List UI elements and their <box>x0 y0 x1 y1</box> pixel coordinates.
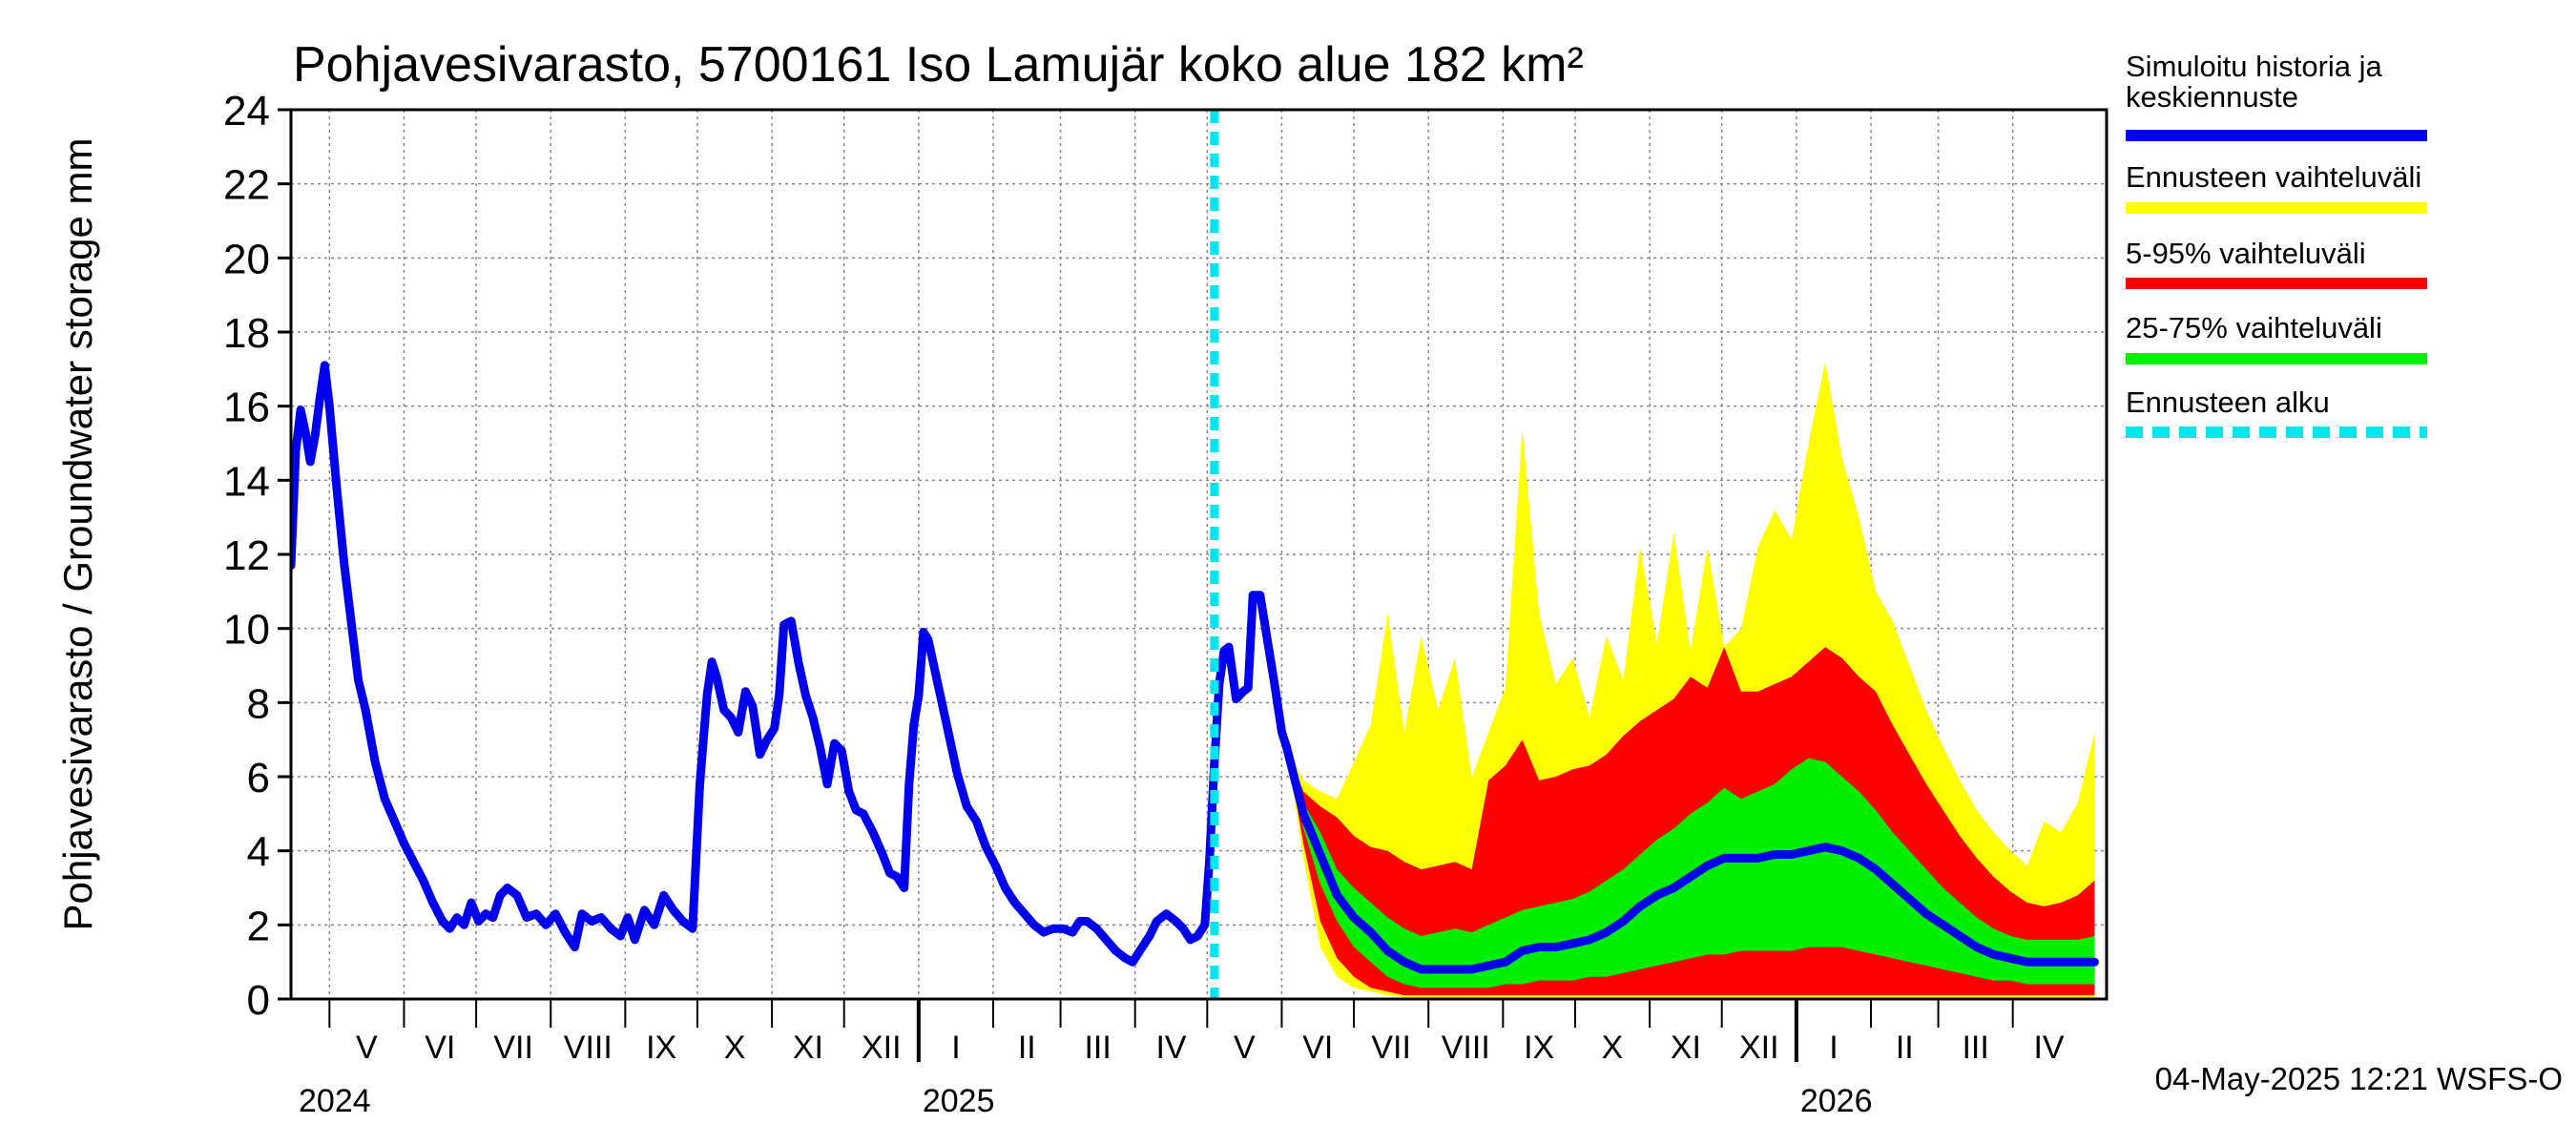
month-label-19: XII <box>1739 1030 1779 1066</box>
chart-title: Pohjavesivarasto, 5700161 Iso Lamujär ko… <box>293 37 1584 93</box>
legend-label-0-0: Simuloitu historia ja <box>2126 50 2383 83</box>
y-axis-label: Pohjavesivarasto / Groundwater storage m… <box>55 137 100 930</box>
month-label-4: IX <box>646 1030 676 1066</box>
legend-label-4: Ennusteen alku <box>2126 385 2330 419</box>
forecast-p25-p75-area <box>1286 746 2095 989</box>
month-label-7: XII <box>862 1030 902 1066</box>
month-label-5: X <box>724 1030 746 1066</box>
y-tick-label-12: 24 <box>223 88 270 135</box>
month-label-14: VII <box>1371 1030 1411 1066</box>
month-label-2: VII <box>493 1030 533 1066</box>
y-tick-label-6: 12 <box>223 532 270 579</box>
history-line <box>291 361 1291 967</box>
month-label-11: IV <box>1155 1030 1186 1066</box>
y-tick-label-7: 14 <box>223 458 270 505</box>
y-tick-label-0: 0 <box>247 977 270 1024</box>
forecast-median-line <box>1282 742 2099 974</box>
month-label-12: V <box>1234 1030 1256 1066</box>
year-label-2: 2026 <box>1800 1083 1873 1119</box>
y-tick-label-5: 10 <box>223 607 270 654</box>
footer-timestamp: 04-May-2025 12:21 WSFS-O <box>2155 1061 2563 1096</box>
y-tick-label-10: 20 <box>223 236 270 282</box>
month-label-6: XI <box>793 1030 823 1066</box>
month-label-3: VIII <box>564 1030 613 1066</box>
year-label-0: 2024 <box>299 1083 371 1119</box>
y-tick-label-3: 6 <box>247 755 270 802</box>
y-tick-label-2: 4 <box>247 829 270 876</box>
y-tick-label-11: 22 <box>223 162 270 209</box>
y-tick-label-9: 18 <box>223 310 270 357</box>
month-label-23: IV <box>2033 1030 2064 1066</box>
legend-label-2: 5-95% vaihteluväli <box>2126 237 2366 270</box>
legend-label-0-1: keskiennuste <box>2126 80 2298 114</box>
y-tick-label-1: 2 <box>247 903 270 949</box>
grid-lines <box>291 110 2107 999</box>
legend-label-3: 25-75% vaihteluväli <box>2126 311 2382 344</box>
month-label-13: VI <box>1302 1030 1333 1066</box>
month-label-22: III <box>1962 1030 1988 1066</box>
month-label-9: II <box>1018 1030 1036 1066</box>
month-label-0: V <box>356 1030 378 1066</box>
month-label-15: VIII <box>1442 1030 1490 1066</box>
month-label-21: II <box>1896 1030 1914 1066</box>
legend-label-1: Ennusteen vaihteluväli <box>2126 160 2421 194</box>
y-tick-label-8: 16 <box>223 385 270 431</box>
month-label-8: I <box>951 1030 960 1066</box>
month-label-17: X <box>1602 1030 1624 1066</box>
plot-area <box>291 110 2107 999</box>
month-label-10: III <box>1084 1030 1111 1066</box>
month-label-18: XI <box>1671 1030 1701 1066</box>
y-tick-label-4: 8 <box>247 680 270 727</box>
year-label-1: 2025 <box>923 1083 995 1119</box>
month-label-16: IX <box>1524 1030 1554 1066</box>
month-label-20: I <box>1829 1030 1838 1066</box>
month-label-1: VI <box>425 1030 455 1066</box>
